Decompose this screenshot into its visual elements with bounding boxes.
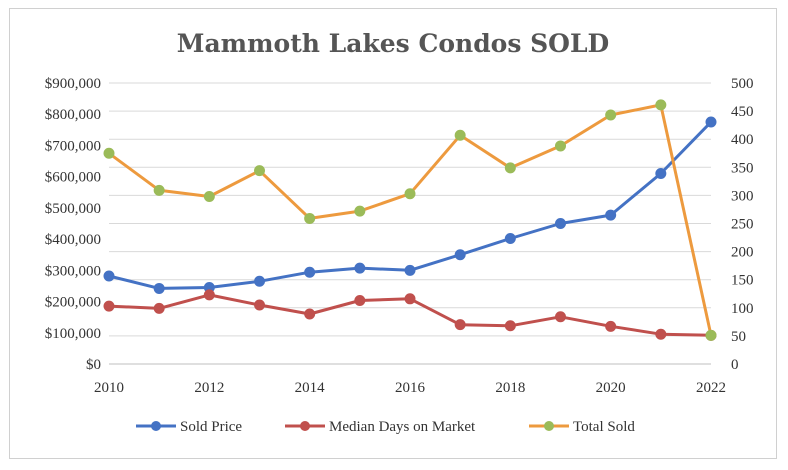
total-sold-point [254, 165, 265, 177]
median-days-on-market-point [153, 302, 165, 314]
right-tick-label: 350 [731, 160, 754, 176]
right-tick-label: 50 [731, 329, 746, 345]
right-tick-label: 400 [731, 132, 754, 148]
total-sold-point [504, 162, 516, 174]
median-days-on-market-point [454, 319, 466, 331]
sold-price-point [454, 249, 466, 261]
median-days-on-market-point [304, 308, 316, 320]
total-sold-point [555, 140, 566, 152]
median-days-on-market-point [103, 300, 115, 312]
total-sold-legend-label: Total Sold [573, 419, 635, 435]
x-tick-label: 2022 [696, 380, 726, 396]
sold-price-point [304, 266, 316, 278]
sold-price-point [254, 275, 265, 287]
sold-price-point [354, 262, 366, 274]
line-chart: Mammoth Lakes Condos SOLD $0 $100,000 $200… [45, 29, 754, 435]
sold-price-line [107, 120, 713, 290]
right-tick-label: 100 [731, 301, 754, 317]
x-tick-label: 2018 [495, 380, 525, 396]
x-axis-ticks: 2010 2012 2014 2016 2018 2020 2022 [94, 380, 726, 396]
total-sold-point [354, 205, 366, 217]
sold-price-point [605, 209, 617, 221]
left-tick-label: $900,000 [45, 76, 101, 92]
right-tick-label: 0 [731, 357, 739, 373]
median-days-on-market-point [504, 320, 516, 332]
left-tick-label: $200,000 [45, 295, 101, 311]
chart-frame: Mammoth Lakes Condos SOLD $0 $100,000 $200… [9, 8, 777, 459]
left-tick-label: $700,000 [45, 138, 101, 154]
left-axis-ticks: $0 $100,000 $200,000 $300,000 $400,000 $500,0… [45, 76, 101, 373]
plot-series [103, 99, 717, 341]
total-sold-legend-marker [544, 421, 554, 431]
total-sold-point [705, 329, 717, 341]
x-tick-label: 2014 [295, 380, 326, 396]
right-tick-label: 300 [731, 188, 754, 204]
x-tick-label: 2012 [194, 380, 224, 396]
median-days-on-market-point [655, 328, 667, 340]
sold-price-legend-label: Sold Price [180, 419, 242, 435]
right-tick-label: 450 [731, 104, 754, 120]
left-tick-label: $400,000 [45, 232, 101, 248]
total-sold-point [304, 212, 316, 224]
sold-price-point [655, 168, 667, 180]
right-tick-label: 500 [731, 76, 754, 92]
median-days-on-market-legend-marker [300, 421, 310, 431]
total-sold-point [203, 191, 215, 203]
chart-title: Mammoth Lakes Condos SOLD [177, 29, 609, 58]
x-tick-label: 2010 [94, 380, 124, 396]
right-tick-label: 200 [731, 245, 754, 261]
median-days-on-market-point [254, 299, 265, 311]
left-tick-label: $300,000 [45, 263, 101, 279]
left-tick-label: $0 [86, 357, 101, 373]
gridlines [109, 82, 711, 365]
sold-price-point [705, 116, 717, 128]
total-sold-point [655, 99, 667, 111]
total-sold-point [103, 147, 115, 159]
x-tick-label: 2016 [395, 380, 426, 396]
sold-price-legend-marker [151, 421, 161, 431]
total-sold-point [404, 188, 416, 200]
right-tick-label: 150 [731, 273, 754, 289]
median-days-on-market-point [203, 289, 215, 301]
right-tick-label: 250 [731, 217, 754, 233]
median-days-on-market-point [555, 311, 566, 323]
sold-price-point [555, 218, 566, 229]
total-sold-point [454, 129, 466, 141]
sold-price-point [404, 264, 416, 276]
total-sold-point [153, 184, 165, 196]
left-tick-label: $100,000 [45, 326, 101, 342]
left-tick-label: $500,000 [45, 201, 101, 217]
left-tick-label: $600,000 [45, 170, 101, 186]
total-sold-point [605, 109, 617, 121]
median-days-on-market-legend-label: Median Days on Market [329, 419, 476, 435]
median-days-on-market-point [404, 293, 416, 305]
right-axis-ticks: 0 50 100 150 200 250 300 350 400 450 500 [731, 76, 754, 373]
sold-price-point [103, 270, 115, 282]
median-days-on-market-point [354, 294, 366, 306]
left-tick-label: $800,000 [45, 107, 101, 123]
median-days-on-market-point [605, 320, 617, 332]
legend: Sold Price Median Days on Market Total Sol… [136, 419, 635, 435]
sold-price-point [504, 232, 516, 244]
x-tick-label: 2020 [596, 380, 626, 396]
sold-price-point [153, 282, 165, 294]
